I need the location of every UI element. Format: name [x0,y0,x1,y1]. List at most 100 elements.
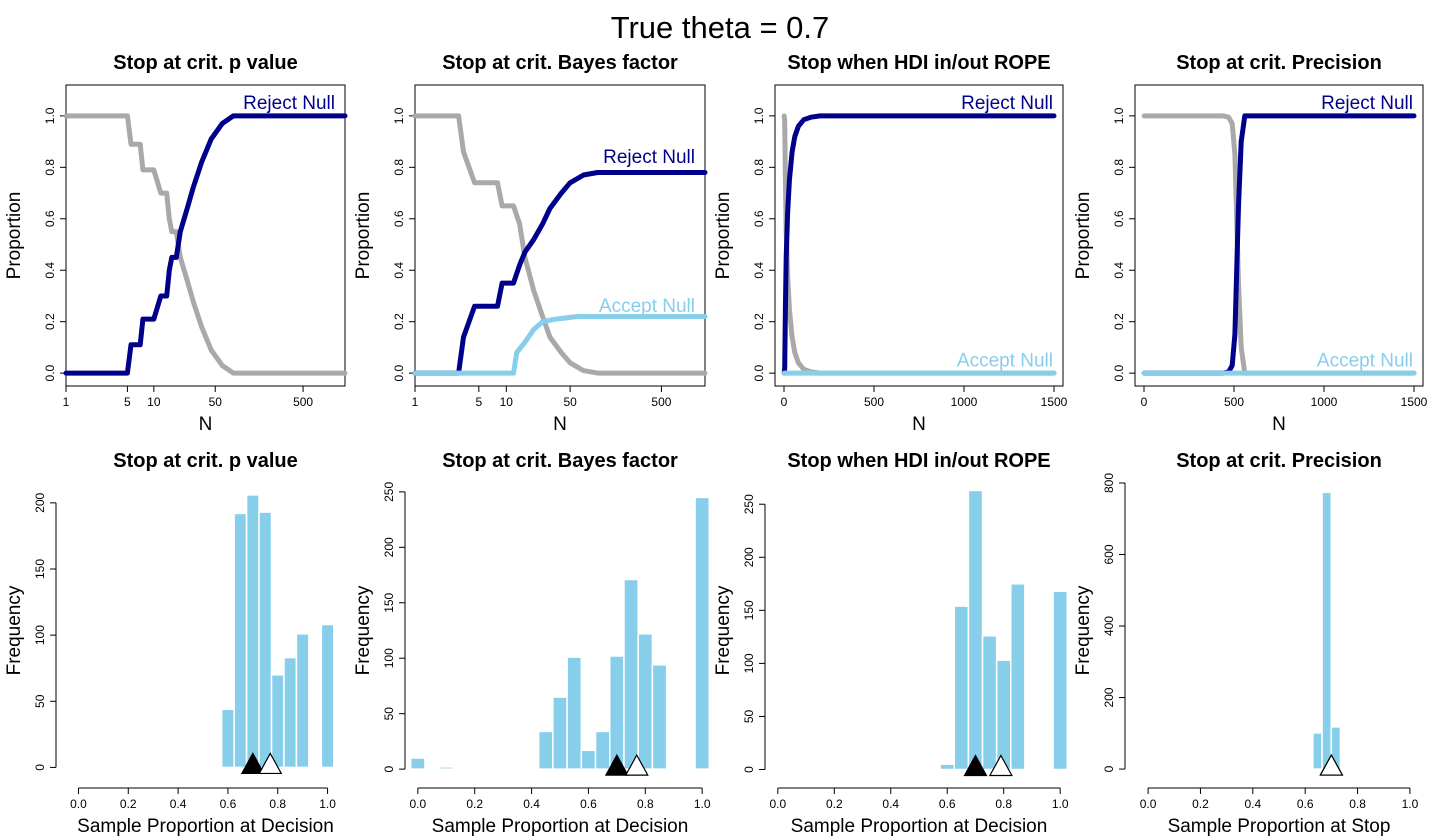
y-axis-label: Proportion [1073,192,1094,280]
x-tick-label: 1500 [1401,395,1428,409]
y-tick-label: 0.0 [1112,364,1126,381]
x-tick-label: 50 [209,395,223,409]
x-tick-label: 0.6 [580,797,597,811]
y-tick-label: 200 [382,537,396,557]
figure-title: True theta = 0.7 [611,10,830,45]
x-tick-label: 0.8 [995,797,1012,811]
histogram-bar [258,511,273,769]
x-tick-label: 1500 [1041,395,1068,409]
y-tick-label: 0.8 [752,159,766,176]
histogram-bar [995,659,1012,771]
y-tick-label: 0.0 [752,364,766,381]
y-tick-label: 0.6 [1112,210,1126,227]
true-theta-marker [604,753,629,776]
x-tick-label: 1 [63,395,70,409]
series-reject-null [781,113,1057,376]
x-tick-label: 5 [475,395,482,409]
y-tick-label: 250 [742,494,756,514]
series-undecided [1141,113,1417,376]
histogram-bar [939,763,956,771]
y-tick-label: 50 [742,709,756,723]
x-tick-label: 500 [293,395,313,409]
histogram-bar [1010,583,1026,771]
true-theta-marker [963,754,988,777]
y-tick-label: 0.0 [392,364,406,381]
y-tick-label: 200 [33,493,47,513]
y-tick-label: 50 [382,707,396,721]
x-tick-label: 0.6 [220,797,237,811]
x-tick-label: 0.4 [523,797,540,811]
histogram-bar [981,635,998,771]
y-tick-label: 150 [742,600,756,620]
true-theta-marker [240,752,265,775]
y-tick-label: 0.4 [752,262,766,279]
x-tick-label: 10 [147,395,161,409]
histogram-bar [594,730,611,770]
x-axis-label: N [1272,414,1286,435]
y-tick-label: 0.6 [43,210,57,227]
histogram-bar [233,512,248,769]
plot-frame [1134,84,1424,387]
x-tick-label: 0.2 [120,797,137,811]
x-tick-label: 5 [124,395,131,409]
y-tick-label: 0.2 [392,313,406,330]
y-tick-label: 200 [1102,687,1116,707]
x-tick-label: 500 [1224,395,1244,409]
y-tick-label: 100 [382,648,396,668]
x-axis-label: Sample Proportion at Decision [791,816,1048,837]
panel-p1: Stop at crit. p value 1 5 10 50 500 N 0.0 0.2 0.4… [4,52,348,435]
histogram-bar [270,674,285,769]
y-tick-label: 0.2 [1112,313,1126,330]
y-tick-label: 0.8 [1112,159,1126,176]
x-tick-label: 0 [781,395,788,409]
y-tick-label: 0.2 [752,313,766,330]
histogram-bar [566,656,583,770]
y-tick-label: 0.8 [392,159,406,176]
y-tick-label: 200 [742,547,756,567]
x-tick-label: 0.2 [466,797,483,811]
x-tick-label: 10 [500,395,514,409]
y-tick-label: 0 [33,764,47,771]
y-tick-label: 50 [33,694,47,708]
x-tick-label: 500 [864,395,884,409]
histogram-bar [953,605,970,771]
histogram-bar [694,496,711,770]
x-tick-label: 1.0 [1402,797,1419,811]
y-axis-label: Proportion [713,192,734,280]
y-tick-label: 1.0 [752,107,766,124]
x-tick-label: 0.0 [70,797,87,811]
x-tick-label: 0.4 [882,797,899,811]
y-tick-label: 0.4 [43,262,57,279]
panel-title: Stop at crit. p value [113,52,297,74]
x-tick-label: 0.6 [939,797,956,811]
histogram-bar [283,656,298,769]
series-reject-null [412,170,708,376]
x-tick-label: 0.0 [409,797,426,811]
y-tick-label: 0.4 [392,262,406,279]
y-tick-label: 0.4 [1112,262,1126,279]
histogram-bar [637,633,654,770]
panel-title: Stop at crit. Precision [1176,52,1382,74]
x-tick-label: 0.2 [826,797,843,811]
y-axis-label: Frequency [1073,585,1094,675]
histogram-bar [1312,732,1323,770]
x-tick-label: 50 [563,395,577,409]
panel-p4: Stop at crit. Precision 0 500 1000 1500 N 0.0 0… [1073,52,1428,435]
y-tick-label: 100 [33,625,47,645]
y-tick-label: 1.0 [392,107,406,124]
x-tick-label: 0.8 [1349,797,1366,811]
histogram-bar [537,730,554,770]
y-tick-label: 0.2 [43,313,57,330]
series-label: Reject Null [961,93,1053,114]
series-label: Reject Null [1321,93,1413,114]
panel-h2: Stop at crit. Bayes factor 0.0 0.2 0.4 0.6 0.… [353,450,711,837]
series-undecided [63,113,348,376]
series-reject-null [63,113,348,376]
y-tick-label: 1.0 [1112,107,1126,124]
x-axis-label: Sample Proportion at Decision [77,816,334,837]
x-tick-label: 0.4 [170,797,187,811]
histogram-bar [96,765,111,769]
x-tick-label: 0.0 [769,797,786,811]
histogram-bar [552,696,568,770]
